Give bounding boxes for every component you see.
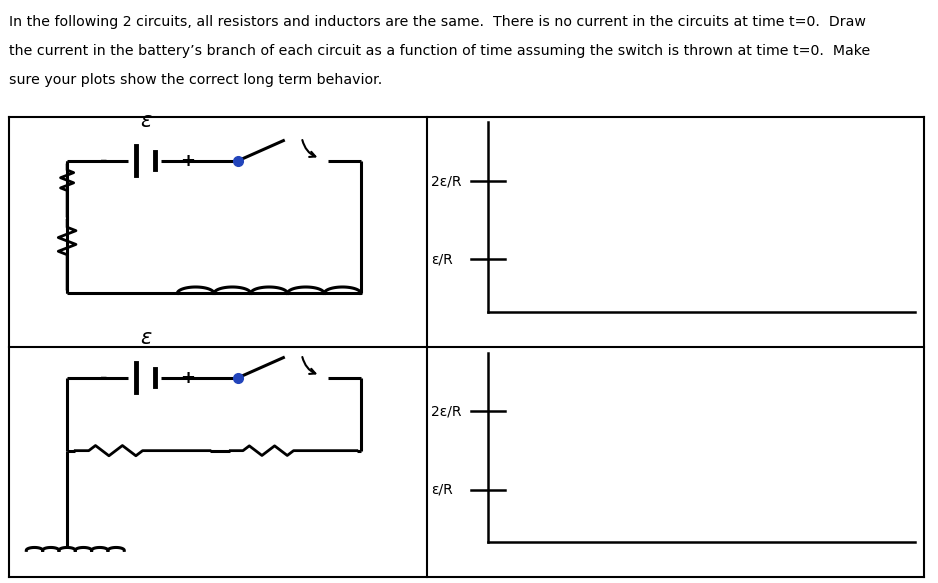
Text: the current in the battery’s branch of each circuit as a function of time assumi: the current in the battery’s branch of e…	[9, 44, 870, 58]
Text: +: +	[180, 368, 195, 387]
Text: sure your plots show the correct long term behavior.: sure your plots show the correct long te…	[9, 73, 383, 87]
Text: +: +	[180, 152, 195, 170]
Text: ε: ε	[140, 328, 151, 347]
Text: -: -	[100, 152, 108, 170]
Text: ε: ε	[140, 111, 151, 131]
Text: 2ε/R: 2ε/R	[431, 174, 462, 188]
Text: ε/R: ε/R	[431, 252, 453, 266]
Text: ε/R: ε/R	[431, 483, 453, 497]
Text: 2ε/R: 2ε/R	[431, 405, 462, 419]
Text: In the following 2 circuits, all resistors and inductors are the same.  There is: In the following 2 circuits, all resisto…	[9, 15, 867, 29]
Text: -: -	[100, 368, 108, 387]
